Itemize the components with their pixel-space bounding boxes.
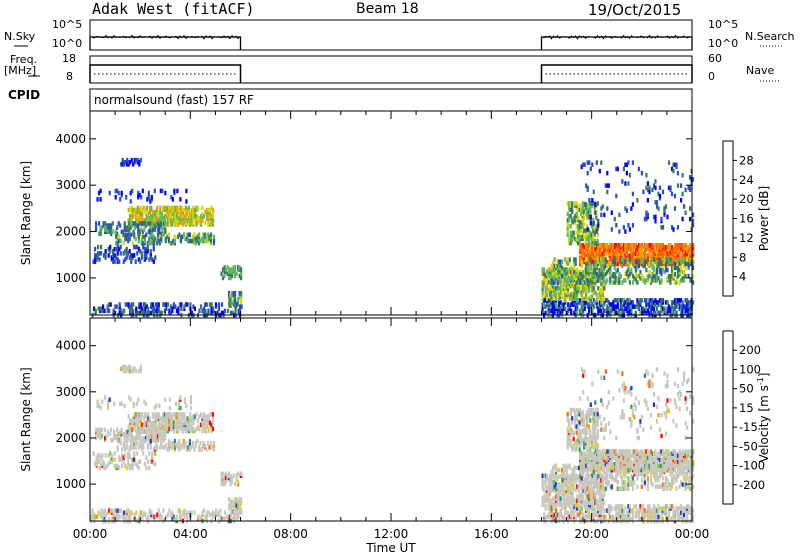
- power-ylabel: Slant Range [km]: [19, 161, 33, 265]
- velocity-colorbar-tick-5: -50: [739, 439, 758, 453]
- beam-title: Beam 18: [356, 1, 419, 17]
- nsky-tick-top: 10^5: [52, 18, 83, 31]
- nave-tick-bottom: 0: [708, 70, 715, 83]
- nsearch-label: N.Search: [745, 30, 795, 43]
- velocity-colorbar-label: Velocity [m s-1]: [756, 373, 771, 463]
- xtick-label-6: 00:00: [675, 527, 710, 541]
- nave-label: Nave: [746, 64, 775, 77]
- freq-trace-1: [540, 64, 693, 83]
- velocity-panel: 1000 2000 3000 4000 Slant Range [km] 200 100 50…: [19, 317, 771, 524]
- nsearch-trace-0: [91, 34, 241, 40]
- power-colorbar-tick-4: 20: [739, 192, 754, 206]
- nsearch-tick-top: 10^5: [708, 18, 739, 31]
- power-colorbar-tick-5: 24: [739, 173, 754, 187]
- freq-label-line1: Freq.: [10, 53, 38, 66]
- power-ytick-label-0: 1000: [55, 271, 86, 285]
- freq-tick-top: 18: [62, 52, 76, 65]
- power-colorbar-tick-1: 8: [739, 250, 746, 264]
- nsky-tick-bottom: 10^0: [52, 37, 83, 50]
- xtick-label-5: 20:00: [574, 527, 609, 541]
- velocity-ytick-label-1: 2000: [55, 431, 86, 445]
- velocity-unit-close: ]: [757, 373, 771, 378]
- velocity-colorbar-tick-3: 15: [739, 401, 754, 415]
- nsearch-tick-bottom: 10^0: [708, 37, 739, 50]
- freq-tick-bottom: 8: [66, 70, 73, 83]
- xlabel: Time UT: [365, 541, 416, 554]
- velocity-colorbar-tick-0: 200: [739, 343, 761, 357]
- nsky-panel: [89, 19, 693, 51]
- cpid-label: CPID: [8, 88, 41, 102]
- nsky-label: N.Sky: [4, 30, 36, 43]
- power-ytick-label-2: 3000: [55, 178, 86, 192]
- power-ytick-label-3: 4000: [55, 132, 86, 146]
- velocity-colorbar-tick-6: -100: [739, 459, 765, 473]
- nave-tick-top: 60: [708, 52, 722, 65]
- power-colorbar-label: Power [dB]: [757, 186, 771, 251]
- power-colorbar-tick-3: 16: [739, 212, 754, 226]
- power-colorbar-tick-0: 4: [739, 270, 746, 284]
- xtick-label-4: 16:00: [474, 527, 509, 541]
- nsky-trace-0: [89, 36, 242, 50]
- xtick-label-1: 04:00: [173, 527, 208, 541]
- cpid-program: normalsound (fast) 157 RF: [94, 93, 254, 107]
- freq-panel: [89, 55, 693, 84]
- velocity-ytick-label-0: 1000: [55, 477, 86, 491]
- xtick-label-3: 12:00: [374, 527, 409, 541]
- freq-label-line2: [MHz]: [4, 64, 37, 77]
- velocity-unit-exponent: -1: [756, 377, 765, 385]
- velocity-ytick-label-2: 3000: [55, 385, 86, 399]
- velocity-colorbar-tick-7: -200: [739, 478, 765, 492]
- cpid-panel: [89, 88, 693, 112]
- power-colorbar-tick-6: 28: [739, 153, 754, 167]
- freq-trace-0: [89, 64, 242, 83]
- velocity-ytick-label-3: 4000: [55, 339, 86, 353]
- nsky-trace-1: [540, 36, 693, 50]
- velocity-colorbar-tick-1: 100: [739, 362, 761, 376]
- xtick-label-0: 00:00: [73, 527, 108, 541]
- velocity-ylabel: Slant Range [km]: [19, 367, 33, 471]
- nsearch-trace-1: [543, 34, 692, 40]
- power-ytick-label-1: 2000: [55, 225, 86, 239]
- power-colorbar-tick-2: 12: [739, 231, 754, 245]
- velocity-colorbar: [722, 330, 734, 505]
- velocity-colorbar-tick-4: -15: [739, 420, 758, 434]
- power-colorbar: [722, 140, 734, 297]
- date-title: 19/Oct/2015: [588, 1, 682, 19]
- velocity-colorbar-tick-2: 50: [739, 382, 754, 396]
- xtick-label-2: 08:00: [273, 527, 308, 541]
- station-title: Adak West (fitACF): [92, 0, 255, 18]
- power-panel: 1000 2000 3000 4000 Slant Range [km] 4 8 12 16 20…: [19, 110, 771, 318]
